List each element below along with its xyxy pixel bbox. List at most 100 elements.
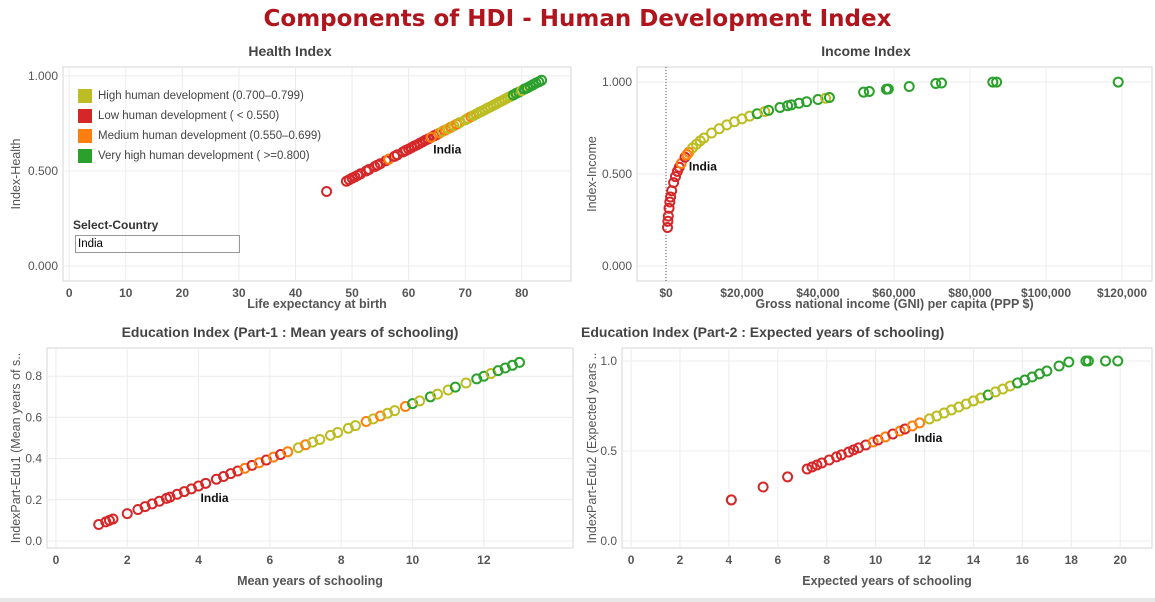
highlight-point-india bbox=[906, 420, 918, 432]
data-point bbox=[321, 185, 333, 197]
y-tick-label: 0.500 bbox=[28, 164, 58, 178]
y-tick-label: 0.000 bbox=[602, 259, 632, 273]
data-point bbox=[763, 104, 775, 116]
legend-item-very-high[interactable]: Very high human development ( >=0.800) bbox=[78, 146, 321, 166]
x-tick-label: 10 bbox=[406, 553, 420, 567]
data-point bbox=[664, 196, 676, 208]
data-point bbox=[782, 471, 794, 483]
data-point bbox=[894, 425, 906, 437]
data-point bbox=[882, 83, 894, 95]
data-point bbox=[863, 85, 875, 97]
data-point bbox=[806, 461, 818, 473]
data-point bbox=[991, 76, 1003, 88]
y-tick-label: 0.6 bbox=[25, 410, 42, 424]
chart-title: Income Index bbox=[821, 43, 911, 59]
color-legend: High human development (0.700–0.799) Low… bbox=[78, 86, 321, 166]
data-point bbox=[314, 433, 326, 445]
highlight-label: India bbox=[914, 431, 942, 445]
x-tick-label: 18 bbox=[1065, 553, 1079, 567]
x-tick-label: $120,000 bbox=[1097, 286, 1147, 300]
chart-2: 0 2 4 6 8 10 12 0.0 0.2 0.4 0.6 0.8 Education Index … bbox=[9, 324, 574, 588]
data-point bbox=[668, 177, 680, 189]
data-point bbox=[460, 377, 472, 389]
data-point bbox=[830, 451, 842, 463]
x-tick-label: 30 bbox=[232, 286, 246, 300]
y-axis-label: Index-Health bbox=[9, 139, 23, 210]
x-axis-label: Expected years of schooling bbox=[802, 574, 972, 588]
data-point bbox=[1112, 76, 1124, 88]
x-tick-label: $0 bbox=[659, 286, 673, 300]
x-tick-label: $20,000 bbox=[720, 286, 764, 300]
x-axis-label: Life expectancy at birth bbox=[247, 297, 387, 311]
highlight-label: India bbox=[689, 160, 717, 174]
data-point bbox=[454, 117, 466, 129]
data-point bbox=[363, 163, 375, 175]
y-axis-label: IndexPart-Edu2 (Expected years .. bbox=[585, 352, 599, 543]
select-country-input[interactable]: India bbox=[75, 235, 240, 253]
x-tick-label: 40 bbox=[289, 286, 303, 300]
data-point bbox=[1053, 360, 1065, 372]
data-point bbox=[801, 96, 813, 108]
highlight-label: India bbox=[433, 142, 461, 156]
x-tick-label: 8 bbox=[823, 553, 830, 567]
highlight-point-india bbox=[681, 149, 693, 161]
legend-item-high[interactable]: High human development (0.700–0.799) bbox=[78, 86, 321, 106]
x-tick-label: 0 bbox=[628, 553, 635, 567]
legend-item-medium[interactable]: Medium human development (0.550–0.699) bbox=[78, 126, 321, 146]
y-tick-label: 1.0 bbox=[600, 354, 617, 368]
select-country-label: Select-Country bbox=[73, 218, 159, 232]
data-point bbox=[536, 74, 548, 86]
y-axis-label: IndexPart-Edu1 (Mean years of s.. bbox=[9, 353, 23, 543]
x-tick-label: 70 bbox=[459, 286, 473, 300]
data-point bbox=[858, 86, 870, 98]
data-point bbox=[867, 436, 879, 448]
data-point bbox=[514, 356, 526, 368]
data-point bbox=[903, 80, 915, 92]
y-tick-label: 1.000 bbox=[28, 69, 58, 83]
y-tick-label: 1.000 bbox=[602, 75, 632, 89]
data-point bbox=[930, 78, 942, 90]
plot-area bbox=[62, 66, 572, 282]
data-point bbox=[801, 463, 813, 475]
data-point bbox=[662, 222, 674, 233]
data-point bbox=[1063, 356, 1075, 368]
chart-1: $0 $20,000 $40,000 $60,000 $80,000 $100,000 $1… bbox=[585, 43, 1153, 311]
x-tick-label: 16 bbox=[1016, 553, 1030, 567]
data-point bbox=[332, 426, 344, 438]
legend-label: Medium human development (0.550–0.699) bbox=[98, 130, 322, 142]
chart-title: Education Index (Part-2 : Expected years… bbox=[581, 324, 944, 340]
data-point bbox=[698, 132, 710, 144]
x-tick-label: 2 bbox=[677, 553, 684, 567]
data-point bbox=[757, 481, 769, 493]
x-tick-label: $60,000 bbox=[872, 286, 916, 300]
x-tick-label: $80,000 bbox=[948, 286, 992, 300]
data-point bbox=[449, 381, 461, 393]
x-axis-label: Gross national income (GNI) per capita (… bbox=[755, 297, 1033, 311]
data-point bbox=[663, 202, 675, 214]
data-point bbox=[391, 149, 403, 161]
y-tick-label: 0.500 bbox=[602, 167, 632, 181]
x-tick-label: 60 bbox=[402, 286, 416, 300]
y-tick-label: 0.4 bbox=[25, 452, 42, 466]
data-point bbox=[1082, 355, 1094, 367]
chart-title: Education Index (Part-1 : Mean years of … bbox=[122, 324, 459, 340]
data-point bbox=[374, 158, 386, 170]
y-tick-label: 0.0 bbox=[25, 534, 42, 548]
data-point bbox=[1041, 365, 1053, 377]
chart-3: 0 2 4 6 8 10 12 14 16 18 20 0.0 0.5 1.0 Education Inde… bbox=[581, 324, 1153, 588]
data-point bbox=[823, 92, 835, 104]
data-point bbox=[662, 210, 674, 222]
data-point bbox=[349, 420, 361, 432]
highlight-point-india bbox=[193, 480, 205, 492]
x-axis-label: Mean years of schooling bbox=[237, 574, 383, 588]
data-point bbox=[987, 76, 999, 88]
y-tick-label: 0.5 bbox=[600, 444, 617, 458]
legend-label: Very high human development ( >=0.800) bbox=[98, 150, 310, 162]
legend-item-low[interactable]: Low human development ( < 0.550) bbox=[78, 106, 321, 126]
x-tick-label: 10 bbox=[869, 553, 883, 567]
x-tick-label: 6 bbox=[267, 553, 274, 567]
legend-label: High human development (0.700–0.799) bbox=[98, 90, 304, 102]
data-point bbox=[121, 508, 133, 520]
x-tick-label: 20 bbox=[1114, 553, 1128, 567]
